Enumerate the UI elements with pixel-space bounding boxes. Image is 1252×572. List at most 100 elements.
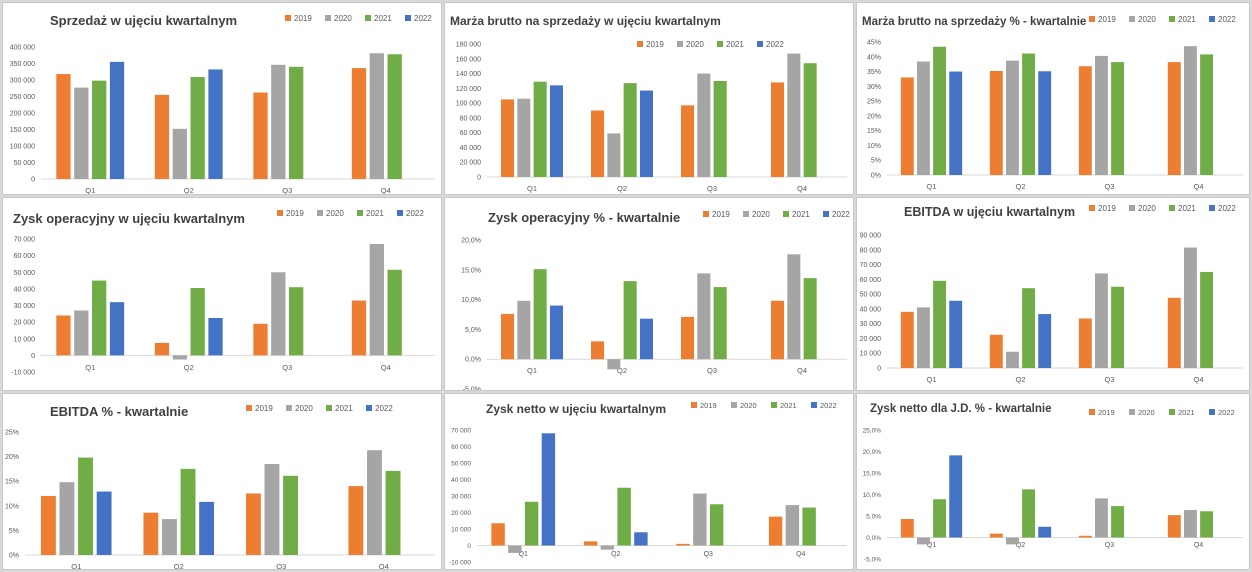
y-tick-label: 25% xyxy=(5,430,19,437)
chart-panel-ebitda-pct: EBITDA % - kwartalnie 2019 2020 2021 2022 0… xyxy=(2,393,442,570)
legend-label-2019: 2019 xyxy=(1098,15,1116,24)
bar-2019-Q2 xyxy=(591,341,605,360)
legend-swatch-2020 xyxy=(677,41,683,47)
bar-2019-Q4 xyxy=(771,82,785,177)
legend-swatch-2022 xyxy=(757,41,763,47)
y-axis: -10 000 0 10 000 20 000 30 000 40 000 50 000 60… xyxy=(449,428,471,567)
legend-swatch-2021 xyxy=(365,15,371,21)
bar-2019-Q4 xyxy=(1167,515,1181,538)
legend-swatch-2022 xyxy=(1209,16,1215,22)
bar-2020-Q4 xyxy=(369,53,384,179)
y-tick-label: 70 000 xyxy=(860,262,882,269)
legend: 2019 2020 2021 2022 xyxy=(637,40,784,49)
x-tick-label: Q2 xyxy=(174,562,184,570)
bar-2021-Q3 xyxy=(289,287,304,356)
legend-swatch-2020 xyxy=(1129,409,1135,415)
x-tick-label: Q1 xyxy=(85,186,95,195)
legend: 2019 2020 2021 2022 xyxy=(1089,204,1236,213)
legend-swatch-2021 xyxy=(1169,16,1175,22)
bars xyxy=(56,243,402,360)
bar-2021-Q4 xyxy=(1200,271,1214,368)
chart-title: Marża brutto na sprzedaży w ujęciu kwart… xyxy=(450,14,721,28)
x-tick-label: Q3 xyxy=(282,186,292,195)
bar-2020-Q2 xyxy=(1005,351,1019,368)
bar-2021-Q2 xyxy=(180,468,196,555)
legend-swatch-2021 xyxy=(326,405,332,411)
bar-2020-Q1 xyxy=(517,98,531,177)
chart-title: Zysk netto w ujęciu kwartalnym xyxy=(486,402,666,416)
legend-label-2021: 2021 xyxy=(335,404,353,413)
bar-2019-Q2 xyxy=(154,342,170,356)
y-tick-label: 160 000 xyxy=(456,56,481,63)
chart-title: Zysk netto dla J.D. % - kwartalnie xyxy=(870,403,1052,415)
bar-2022-Q2 xyxy=(634,532,648,546)
legend-swatch-2022 xyxy=(397,210,403,216)
bar-2019-Q3 xyxy=(245,493,261,555)
legend-label-2021: 2021 xyxy=(366,209,384,218)
legend-label-2022: 2022 xyxy=(766,40,784,49)
legend-label-2019: 2019 xyxy=(286,209,304,218)
x-tick-label: Q2 xyxy=(617,184,627,193)
x-tick-label: Q2 xyxy=(1015,375,1025,384)
x-tick-label: Q4 xyxy=(797,184,807,193)
legend-swatch-2021 xyxy=(1169,409,1175,415)
bar-2022-Q2 xyxy=(199,501,215,555)
x-tick-label: Q2 xyxy=(617,366,627,375)
bar-2019-Q1 xyxy=(501,99,515,177)
y-tick-label: 20 000 xyxy=(860,336,882,343)
bar-2019-Q2 xyxy=(154,94,170,179)
bar-2019-Q2 xyxy=(989,334,1003,368)
bar-2019-Q4 xyxy=(348,486,364,555)
y-tick-label: 5,0% xyxy=(465,327,481,334)
bar-2021-Q1 xyxy=(933,46,947,176)
chart-title: EBITDA w ujęciu kwartalnym xyxy=(904,205,1075,219)
y-tick-label: 100 000 xyxy=(10,144,35,151)
bar-2021-Q3 xyxy=(283,475,298,555)
chart-net-profit-pct: Zysk netto dla J.D. % - kwartalnie 2019 2… xyxy=(863,403,1243,564)
bar-2020-Q3 xyxy=(1094,55,1108,175)
bar-2022-Q1 xyxy=(949,455,963,538)
bar-2020-Q4 xyxy=(369,243,384,356)
bar-2022-Q2 xyxy=(1038,314,1052,368)
bar-2019-Q3 xyxy=(676,543,690,546)
x-tick-label: Q3 xyxy=(704,551,713,558)
y-tick-label: 0 xyxy=(31,353,35,360)
y-axis: -5,0% 0,0% 5,0% 10,0% 15,0% 20,0% xyxy=(461,238,481,391)
legend-swatch-2020 xyxy=(1129,16,1135,22)
legend-label-2021: 2021 xyxy=(1178,15,1196,24)
bar-2022-Q1 xyxy=(949,71,963,175)
bar-2021-Q2 xyxy=(190,77,205,179)
chart-panel-net-profit: Zysk netto w ujęciu kwartalnym 2019 2020 2… xyxy=(444,393,854,570)
y-tick-label: 40 000 xyxy=(451,477,471,484)
x-axis: Q1 Q2 Q3 Q4 xyxy=(887,174,1243,191)
y-tick-label: 90 000 xyxy=(860,233,882,240)
bar-2020-Q3 xyxy=(271,64,286,179)
y-tick-label: 35% xyxy=(867,69,881,76)
legend-swatch-2021 xyxy=(771,402,777,408)
y-tick-label: 180 000 xyxy=(456,42,481,49)
chart-panel-operating-profit-pct: Zysk operacyjny % - kwartalnie 2019 2020 2… xyxy=(444,197,854,391)
x-tick-label: Q3 xyxy=(1104,375,1114,384)
y-tick-label: 45% xyxy=(867,40,881,47)
bar-2021-Q1 xyxy=(533,81,547,177)
x-tick-label: Q4 xyxy=(381,186,391,195)
chart-net-profit: Zysk netto w ujęciu kwartalnym 2019 2020 2… xyxy=(449,401,847,567)
bars xyxy=(900,46,1214,176)
legend-label-2021: 2021 xyxy=(780,401,797,410)
y-tick-label: 150 000 xyxy=(10,127,35,134)
bar-2020-Q3 xyxy=(271,272,286,356)
legend-swatch-2019 xyxy=(691,402,697,408)
y-axis: -5,0% 0,0% 5,0% 10,0% 15,0% 20,0% 25,0% xyxy=(863,428,882,564)
y-tick-label: 40% xyxy=(867,54,881,61)
bar-2022-Q2 xyxy=(639,90,653,177)
y-tick-label: 10,0% xyxy=(863,492,882,499)
legend-swatch-2019 xyxy=(637,41,643,47)
y-tick-label: 30 000 xyxy=(14,303,36,310)
y-tick-label: 25% xyxy=(867,99,881,106)
chart-title: Zysk operacyjny % - kwartalnie xyxy=(488,210,680,225)
legend-label-2019: 2019 xyxy=(646,40,664,49)
y-tick-label: 15,0% xyxy=(863,471,882,478)
bars xyxy=(900,455,1214,545)
bar-2020-Q1 xyxy=(508,545,522,553)
chart-panel-operating-profit: Zysk operacyjny w ujęciu kwartalnym 2019… xyxy=(2,197,442,391)
